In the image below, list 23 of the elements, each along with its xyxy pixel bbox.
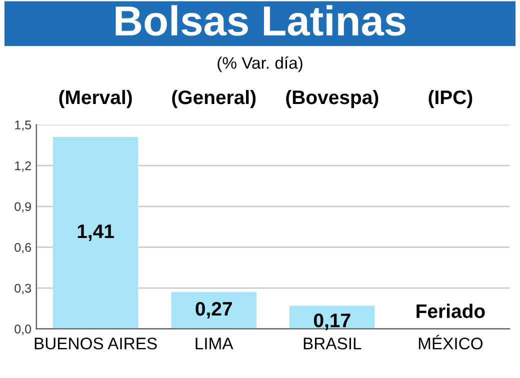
y-tick-label: 0,0 <box>14 324 32 335</box>
text: (Bovespa) <box>286 90 378 108</box>
y-tick-label: 1,2 <box>15 161 31 172</box>
y-tick-label: 0,6 <box>14 243 31 254</box>
text: (Merval) <box>59 90 132 108</box>
x-tick-label: BUENOS AIRES <box>34 338 157 350</box>
data-label: 0,17 <box>314 314 350 330</box>
text: (IPC) <box>428 90 472 108</box>
x-tick-label: MÉXICO <box>418 334 483 350</box>
bar <box>52 136 138 329</box>
bar <box>290 306 375 329</box>
y-tick-label: 0,9 <box>14 202 31 213</box>
bar <box>171 292 256 329</box>
text: (General) <box>172 90 256 108</box>
x-tick-label: BRASIL <box>304 338 362 350</box>
chart-title: Bolsas Latinas <box>116 5 406 36</box>
data-label: 1,41 <box>78 224 114 241</box>
annotation: Feriado <box>416 304 485 318</box>
y-tick-label: 0,3 <box>14 284 31 294</box>
data-label: 0,27 <box>196 302 232 319</box>
chart-subtitle: (% Var. día) <box>218 56 302 72</box>
y-tick-label: 1,5 <box>15 120 32 131</box>
x-tick-label: LIMA <box>196 338 234 350</box>
